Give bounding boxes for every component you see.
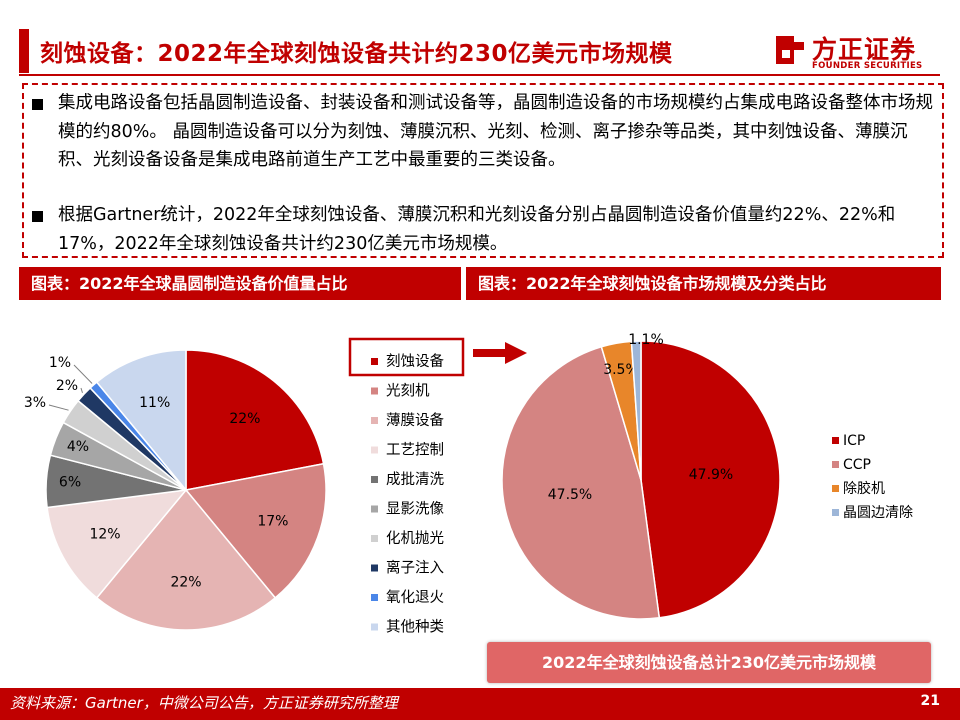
pie-slice [630, 340, 642, 481]
right-chart-header: 图表：2022年全球刻蚀设备市场规模及分类占比 [466, 267, 941, 300]
founder-logo: 方正证券 FOUNDER SECURITIES [772, 30, 942, 74]
pie-slice [184, 462, 327, 599]
legend-label: 薄膜设备 [386, 412, 444, 429]
legend-label: 晶圆边清除 [843, 505, 913, 521]
title-rule [19, 74, 940, 76]
legend-swatch [371, 387, 378, 395]
legend-swatch [832, 485, 839, 492]
pie-data-label: 17% [257, 513, 288, 529]
legend-swatch [371, 594, 378, 601]
pie-slice [46, 489, 188, 599]
square-bullet-icon [32, 211, 43, 222]
legend-label: 成批清洗 [386, 471, 444, 488]
logo-text-en: FOUNDER SECURITIES [812, 61, 923, 71]
arrow-head-icon [505, 342, 527, 364]
pie-data-label: 12% [89, 527, 120, 543]
pie-data-label: 47.5% [548, 487, 592, 503]
legend-swatch [371, 446, 378, 454]
pie-data-label: 6% [59, 475, 81, 491]
source-note: 资料来源：Gartner，中微公司公告，方正证券研究所整理 [10, 694, 398, 712]
pie-data-label: 47.9% [689, 467, 733, 483]
legend-swatch [371, 564, 378, 572]
pie-data-label: 2% [56, 378, 78, 394]
pie-data-label: 22% [170, 574, 201, 590]
page-title: 刻蚀设备：2022年全球刻蚀设备共计约230亿美元市场规模 [40, 41, 673, 67]
legend-swatch [371, 505, 378, 513]
legend-swatch [832, 437, 839, 444]
summary-bullet-2: 根据Gartner统计，2022年全球刻蚀设备、薄膜沉积和光刻设备分别占晶圆制造… [32, 201, 938, 258]
legend-label: 光刻机 [386, 383, 430, 400]
pie-data-label: 11% [139, 395, 170, 411]
pie-slice [95, 349, 187, 493]
square-bullet-icon [32, 99, 43, 110]
legend-label: 除胶机 [843, 480, 885, 497]
legend-label: 化机抛光 [386, 530, 444, 547]
legend-label: ICP [843, 433, 865, 449]
pie-slice [640, 340, 781, 619]
total-market-banner: 2022年全球刻蚀设备总计230亿美元市场规模 [487, 642, 931, 683]
pie-slice [95, 488, 277, 631]
footer-bar [0, 688, 960, 720]
legend-swatch [832, 509, 839, 516]
legend-swatch [371, 623, 378, 631]
left-chart-header: 图表：2022年全球晶圆制造设备价值量占比 [19, 267, 461, 300]
legend-swatch [371, 535, 378, 542]
pie-data-label: 3% [24, 395, 46, 411]
pie-data-label: 4% [67, 439, 89, 455]
pie-data-label: 1% [49, 355, 71, 371]
title-accent-bar [19, 29, 29, 73]
summary-bullet-text: 集成电路设备包括晶圆制造设备、封装设备和测试设备等，晶圆制造设备的市场规模约占集… [58, 93, 933, 170]
arrow-shaft [473, 349, 507, 357]
legend-label: 显影洗像 [386, 501, 444, 518]
leader-line [80, 387, 83, 393]
page-number: 21 [920, 693, 940, 709]
logo-text-cn: 方正证券 [812, 35, 917, 64]
summary-bullet-1: 集成电路设备包括晶圆制造设备、封装设备和测试设备等，晶圆制造设备的市场规模约占集… [32, 89, 938, 175]
leader-line [48, 404, 69, 411]
legend-highlight-box [348, 337, 465, 377]
legend-label: 刻蚀设备 [386, 353, 444, 370]
legend-label: 离子注入 [386, 560, 444, 577]
leader-line [73, 364, 93, 384]
legend-label: 其他种类 [386, 619, 444, 636]
legend-swatch [371, 417, 378, 424]
founder-logo-mark-icon [776, 36, 804, 64]
pie-data-label: 3.5% [603, 362, 639, 378]
pie-data-label: 1.1% [628, 332, 664, 348]
legend-swatch [371, 476, 378, 483]
summary-bullet-text: 根据Gartner统计，2022年全球刻蚀设备、薄膜沉积和光刻设备分别占晶圆制造… [58, 205, 896, 254]
pie-slice [501, 345, 661, 620]
legend-label: 工艺控制 [386, 442, 444, 459]
legend-label: 氧化退火 [386, 589, 444, 606]
legend-label: CCP [843, 457, 871, 473]
pie-slice [185, 349, 325, 491]
legend-swatch [371, 358, 378, 365]
legend-swatch [832, 461, 839, 468]
summary-box: 集成电路设备包括晶圆制造设备、封装设备和测试设备等，晶圆制造设备的市场规模约占集… [22, 83, 944, 258]
pie-data-label: 22% [229, 411, 260, 427]
